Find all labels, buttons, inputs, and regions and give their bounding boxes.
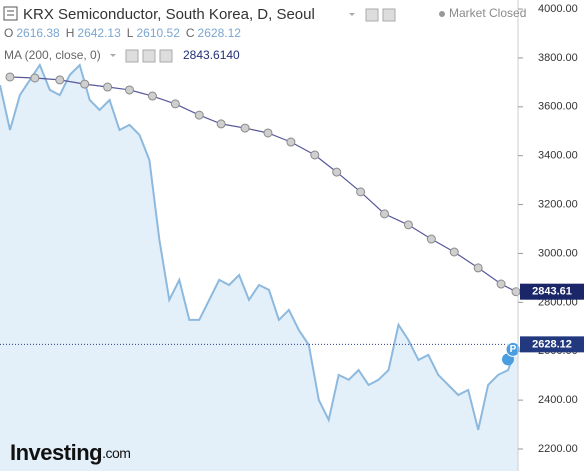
logo-main: Investing [10, 440, 102, 465]
ma-marker [449, 247, 459, 257]
logo-suffix: .com [102, 445, 130, 461]
ma-marker [380, 209, 390, 219]
ma-marker [332, 167, 342, 177]
ma-marker [356, 187, 366, 197]
ohlc: O 2616.38 H 2642.13 L 2610.52 C 2628.12 [4, 26, 241, 40]
ma-marker [170, 99, 180, 109]
y-tick-label: 2400.00 [538, 394, 578, 406]
y-tick-label: 4000.00 [538, 3, 578, 15]
last-price-label: 2628.12 [532, 338, 572, 350]
ma-marker [147, 91, 157, 101]
icon [3, 6, 18, 21]
ma-marker [426, 234, 436, 244]
y-tick-label: 2200.00 [538, 443, 578, 455]
ma-marker [240, 123, 250, 133]
y-tick-label: 3800.00 [538, 52, 578, 64]
plot-area: P [0, 62, 521, 471]
settings-icon[interactable] [125, 49, 139, 63]
ma-marker [310, 150, 320, 160]
chart-title: KRX Semiconductor, South Korea, D, Seoul [23, 6, 315, 23]
y-tick-label: 3600.00 [538, 101, 578, 113]
ma-marker [30, 73, 40, 83]
ohlc-value: 2642.13 [77, 26, 121, 40]
ohlc-label: H [66, 26, 75, 40]
ma-marker [403, 220, 413, 230]
ohlc-label: C [186, 26, 195, 40]
market-status: Market Closed [449, 6, 526, 20]
indicator-value: 2843.6140 [183, 48, 240, 62]
ma-marker [473, 263, 483, 273]
settings-icon[interactable] [365, 8, 379, 22]
ma-marker [55, 75, 65, 85]
y-axis: 2200.002400.002600.002800.003000.003200.… [518, 3, 584, 455]
status-dot [439, 11, 445, 17]
header: KRX Semiconductor, South Korea, D, Seoul… [3, 6, 526, 63]
y-tick-label: 3000.00 [538, 247, 578, 259]
last-price-box [520, 336, 584, 353]
logo-text: Investing.com [10, 440, 130, 465]
ma-price-box [520, 283, 584, 300]
ma-marker [5, 72, 15, 82]
caret[interactable] [110, 54, 116, 57]
settings-icon[interactable] [382, 8, 396, 22]
price-line [0, 62, 519, 431]
ohlc-value: 2628.12 [198, 26, 242, 40]
logo: Investing.com [10, 440, 131, 465]
settings-icon[interactable] [159, 49, 173, 63]
ma-price-label: 2843.61 [532, 286, 572, 298]
ma-marker [263, 128, 273, 138]
y-tick-label: 3200.00 [538, 198, 578, 210]
ma-marker [216, 119, 226, 129]
ma-marker [194, 110, 204, 120]
ohlc-value: 2610.52 [136, 26, 180, 40]
settings-icon[interactable] [142, 49, 156, 63]
ohlc-value: 2616.38 [16, 26, 60, 40]
ma-marker [125, 85, 134, 95]
ma-marker [496, 279, 506, 289]
ohlc-label: L [127, 26, 134, 40]
event-marker-label: P [510, 344, 517, 355]
ma-marker [286, 137, 296, 147]
indicator-name: MA (200, close, 0) [4, 48, 101, 62]
caret[interactable] [349, 13, 355, 16]
ma-marker [511, 287, 521, 297]
ohlc-label: O [4, 26, 13, 40]
ma-marker [103, 82, 113, 92]
price-area [0, 65, 518, 471]
ma-marker [80, 79, 90, 89]
y-tick-label: 3400.00 [538, 150, 578, 162]
